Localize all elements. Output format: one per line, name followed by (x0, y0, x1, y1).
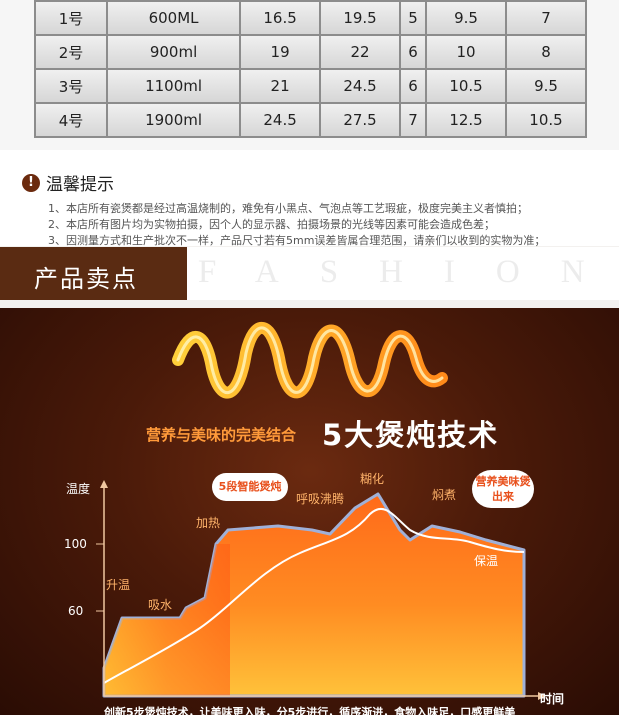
stage-bubble: 营养美味煲出来 (472, 470, 534, 508)
row-header-cell: 4号 (34, 102, 108, 138)
tips-header: ! 温馨提示 (22, 170, 114, 195)
table-cell: 10 (425, 34, 507, 70)
banner-title-block: 产品卖点 (0, 247, 187, 300)
table-cell: 22 (319, 34, 401, 70)
stage-label: 呼吸沸腾 (296, 492, 345, 506)
banner-watermark: FASHION (198, 254, 619, 290)
table-cell: 27.5 (319, 102, 401, 138)
tips-title: 温馨提示 (46, 175, 114, 195)
headline-small: 营养与美味的完美结合 (146, 426, 297, 444)
table-row: 3号 1100ml 21 24.5 6 10.5 9.5 (34, 68, 588, 104)
table-cell: 21 (239, 68, 322, 104)
temperature-curve (103, 507, 525, 684)
row-header-cell: 2号 (34, 34, 108, 70)
table-cell: 1900ml (105, 102, 242, 138)
table-cell: 6 (398, 34, 428, 70)
table-cell: 9.5 (425, 0, 507, 36)
stage-label: 焖煮 (432, 488, 457, 502)
table-cell: 600ML (105, 0, 242, 36)
stage-label: 加热 (196, 516, 221, 530)
table-cell: 7 (398, 102, 428, 138)
stage-label: 糊化 (360, 472, 385, 486)
table-cell: 5 (398, 0, 428, 36)
tip-item: 2、本店所有图片均为实物拍摄，因个人的显示器、拍摄场景的光线等因素可能会造成色差… (48, 218, 495, 231)
y-axis-label: 温度 (66, 482, 91, 496)
table-row: 4号 1900ml 24.5 27.5 7 12.5 10.5 (34, 102, 588, 138)
stage-label: 保温 (474, 554, 499, 568)
size-table: 1号 600ML 16.5 19.5 5 9.5 7 2号 900ml 19 22 6 10 8 3号 110… (34, 0, 588, 138)
stage-label: 升温 (106, 578, 131, 592)
stage-label: 吸水 (148, 598, 173, 612)
table-cell: 8 (504, 34, 588, 70)
table-row: 1号 600ML 16.5 19.5 5 9.5 7 (34, 0, 588, 36)
table-cell: 9.5 (504, 68, 588, 104)
table-cell: 16.5 (239, 0, 322, 36)
tips-section: ! 温馨提示 1、本店所有瓷煲都是经过高温烧制的，难免有小黑点、气泡点等工艺瑕疵… (0, 150, 619, 247)
table-cell: 12.5 (425, 102, 507, 138)
feature-caption: 创新5步煲炖技术，让美味更入味，分5步进行，循序渐进，食物入味足，口感更鲜美 (104, 706, 516, 715)
row-header-cell: 1号 (34, 0, 108, 36)
size-table-section: 1号 600ML 16.5 19.5 5 9.5 7 2号 900ml 19 22 6 10 8 3号 110… (0, 0, 619, 150)
y-tick-60: 60 (68, 604, 84, 618)
feature-panel: 营养与美味的完美结合 5大煲炖技术 温度 时间 100 60 升温 吸水 加热 … (0, 308, 619, 715)
headline-big: 5大煲炖技术 (322, 418, 500, 452)
table-cell: 10.5 (425, 68, 507, 104)
row-header-cell: 3号 (34, 68, 108, 104)
section-banner: 产品卖点 FASHION (0, 247, 619, 300)
y-tick-100: 100 (64, 537, 87, 551)
table-cell: 10.5 (504, 102, 588, 138)
table-cell: 24.5 (239, 102, 322, 138)
feature-graphic (96, 322, 546, 700)
tip-item: 1、本店所有瓷煲都是经过高温烧制的，难免有小黑点、气泡点等工艺瑕疵，极度完美主义… (48, 202, 528, 215)
banner-title: 产品卖点 (34, 265, 138, 293)
table-cell: 7 (504, 0, 588, 36)
tip-item: 3、因测量方式和生产批次不一样，产品尺寸若有5mm误差皆属合理范围，请亲们以收到… (48, 234, 546, 247)
x-axis-label: 时间 (540, 692, 565, 706)
stage-bubble: 5段智能煲炖 (212, 473, 288, 501)
table-cell: 19 (239, 34, 322, 70)
table-cell: 900ml (105, 34, 242, 70)
table-row: 2号 900ml 19 22 6 10 8 (34, 34, 588, 70)
exclamation-icon: ! (22, 173, 40, 192)
table-cell: 19.5 (319, 0, 401, 36)
table-cell: 1100ml (105, 68, 242, 104)
table-cell: 6 (398, 68, 428, 104)
table-cell: 24.5 (319, 68, 401, 104)
